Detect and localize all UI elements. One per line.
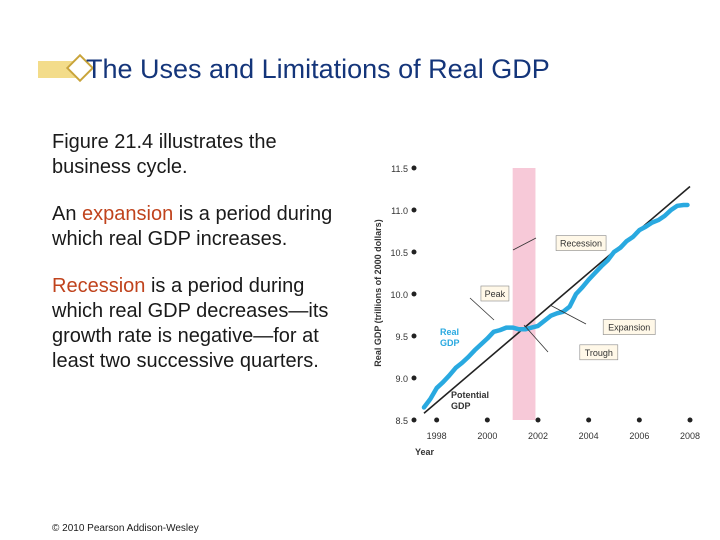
- y-tick-dot: [411, 165, 417, 171]
- recession-callout-box: [555, 235, 607, 251]
- potential-gdp-line: [423, 185, 691, 414]
- real-gdp-line: [421, 202, 690, 410]
- trough-callout-box: [579, 344, 619, 361]
- x-tick-dot: [586, 417, 592, 423]
- x-tick-dot: [434, 417, 440, 423]
- peak-callout-label: Peak: [485, 289, 506, 299]
- y-tick-label: 9.0: [395, 374, 408, 384]
- potential-gdp-label-line2: GDP: [451, 401, 471, 411]
- x-tick-dot: [535, 417, 541, 423]
- y-tick-label: 11.5: [391, 164, 408, 174]
- x-tick-label: 1998: [427, 431, 447, 441]
- expansion-callout-label: Expansion: [608, 323, 650, 333]
- paragraph-expansion: An expansion is a period during which re…: [52, 202, 352, 252]
- y-tick-dot: [411, 375, 417, 381]
- paragraph-recession-post: is a period during which real GDP decrea…: [52, 275, 329, 372]
- x-tick-label: 2002: [528, 431, 548, 441]
- y-tick-label: 11.0: [391, 206, 408, 216]
- real-gdp-label-line1: Real: [440, 327, 459, 337]
- expansion-callout-box: [602, 319, 656, 335]
- x-tick-label: 2004: [579, 431, 599, 441]
- y-tick-dot: [411, 207, 417, 213]
- recession-band: [512, 168, 536, 420]
- y-tick-dot: [411, 417, 417, 423]
- paragraph-expansion-pre: An: [52, 203, 83, 225]
- slide-title: The Uses and Limitations of Real GDP: [86, 54, 550, 84]
- y-tick-dot: [411, 249, 417, 255]
- trough-callout-label: Trough: [585, 348, 613, 358]
- x-tick-dot: [636, 417, 642, 423]
- body-text: Figure 21.4 illustrates the business cyc…: [52, 130, 352, 396]
- copyright: © 2010 Pearson Addison-Wesley: [52, 523, 199, 534]
- paragraph-figure: Figure 21.4 illustrates the business cyc…: [52, 131, 277, 178]
- peak-callout-leader: [469, 297, 495, 321]
- y-tick-dot: [411, 333, 417, 339]
- y-tick-dot: [411, 291, 417, 297]
- recession-callout-label: Recession: [560, 239, 602, 249]
- potential-gdp-label-line1: Potential: [451, 390, 489, 400]
- term-expansion: expansion: [82, 203, 174, 225]
- recession-callout-leader: [512, 237, 537, 251]
- y-tick-label: 9.5: [395, 332, 408, 342]
- y-axis-title: Real GDP (trillions of 2000 dollars): [373, 219, 383, 366]
- expansion-callout-leader: [549, 304, 587, 325]
- title-bar: The Uses and Limitations of Real GDP: [34, 50, 694, 90]
- paragraph-recession: Recession is a period during which real …: [52, 274, 352, 374]
- peak-callout-box: [480, 285, 510, 302]
- x-tick-dot: [484, 417, 490, 423]
- y-tick-label: 10.0: [390, 290, 408, 300]
- x-tick-label: 2006: [629, 431, 649, 441]
- x-axis-title: Year: [415, 447, 435, 457]
- trough-callout-leader: [523, 324, 549, 353]
- x-tick-dot: [687, 417, 693, 423]
- x-tick-label: 2000: [477, 431, 497, 441]
- x-tick-label: 2008: [680, 431, 700, 441]
- term-recession: Recession: [52, 275, 146, 297]
- y-tick-label: 8.5: [395, 416, 408, 426]
- paragraph-expansion-post: is a period during which real GDP increa…: [52, 203, 333, 250]
- y-tick-label: 10.5: [390, 248, 408, 258]
- real-gdp-label-line2: GDP: [440, 338, 460, 348]
